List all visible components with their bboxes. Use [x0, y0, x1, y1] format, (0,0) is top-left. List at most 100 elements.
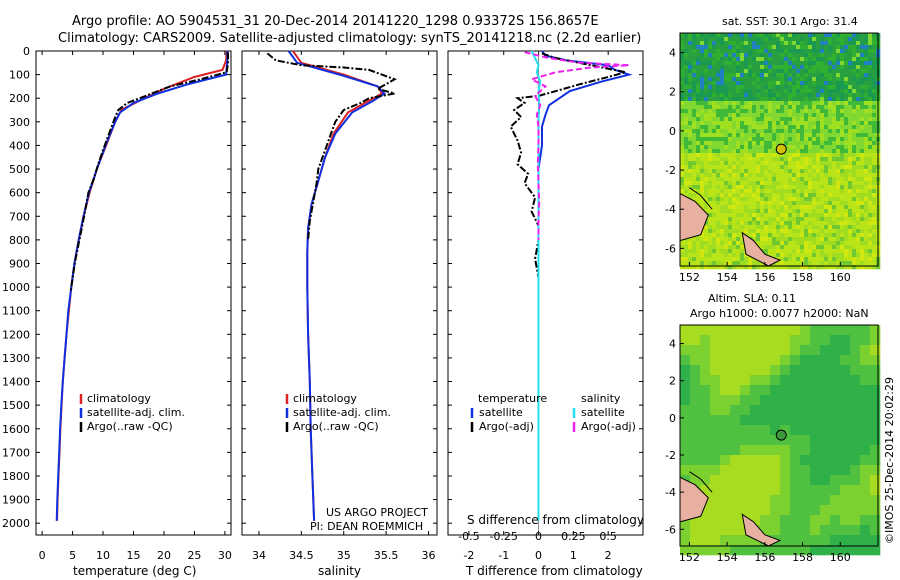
map-cell — [772, 121, 777, 126]
map-cell — [824, 45, 829, 50]
map-cell — [812, 117, 817, 122]
map-cell — [680, 53, 685, 58]
map-cell — [680, 445, 691, 456]
map-cell — [764, 101, 769, 106]
map-cell — [704, 129, 709, 134]
map-cell — [772, 129, 777, 134]
map-cell — [768, 193, 773, 198]
map-cell — [776, 189, 781, 194]
map-cell — [850, 445, 861, 456]
map-cell — [824, 141, 829, 146]
map-cell — [770, 485, 781, 496]
map-cell — [724, 101, 729, 106]
map-cell — [790, 375, 801, 386]
map-cell — [844, 185, 849, 190]
map-cell — [756, 81, 761, 86]
map-cell — [720, 41, 725, 46]
map-cell — [832, 105, 837, 110]
map-cell — [800, 205, 805, 210]
map-cell — [732, 81, 737, 86]
map-cell — [808, 209, 813, 214]
map-cell — [708, 201, 713, 206]
map-cell — [800, 415, 811, 426]
x-tick-label: -2 — [463, 549, 474, 562]
map-cell — [732, 245, 737, 250]
map-cell — [680, 101, 685, 106]
map-cell — [720, 395, 731, 406]
map-cell — [780, 345, 791, 356]
map-cell — [728, 101, 733, 106]
map-cell — [808, 73, 813, 78]
map-cell — [780, 241, 785, 246]
map-cell — [792, 157, 797, 162]
map-cell — [680, 405, 691, 416]
map-cell — [736, 221, 741, 226]
map-cell — [680, 97, 685, 102]
map-cell — [800, 189, 805, 194]
map-cell — [690, 375, 701, 386]
map-cell — [830, 345, 841, 356]
map-cell — [848, 245, 853, 250]
map-cell — [796, 225, 801, 230]
temperature-panel: 0100200300400500600700800900100011001200… — [2, 45, 232, 562]
legend-label: Argo(..raw -QC) — [87, 420, 173, 433]
map-cell — [784, 45, 789, 50]
map-cell — [720, 53, 725, 58]
map-cell — [708, 129, 713, 134]
map-cell — [730, 475, 741, 486]
map-cell — [704, 65, 709, 70]
map-cell — [708, 257, 713, 262]
map-cell — [840, 117, 845, 122]
map-cell — [780, 57, 785, 62]
map-cell — [820, 395, 831, 406]
map-cell — [816, 161, 821, 166]
map-cell — [712, 233, 717, 238]
map-cell — [696, 101, 701, 106]
map-cell — [860, 385, 871, 396]
map-cell — [790, 395, 801, 406]
map-cell — [752, 125, 757, 130]
map-cell — [744, 221, 749, 226]
map-cell — [760, 365, 771, 376]
map-cell — [680, 93, 685, 98]
map-cell — [708, 97, 713, 102]
map-cell — [872, 213, 877, 218]
map-cell — [736, 205, 741, 210]
map-cell — [824, 133, 829, 138]
map-cell — [800, 385, 811, 396]
map-cell — [864, 193, 869, 198]
map-cell — [740, 415, 751, 426]
map-cell — [840, 69, 845, 74]
map-cell — [820, 505, 831, 516]
map-cell — [748, 33, 753, 38]
map-cell — [776, 245, 781, 250]
map-cell — [800, 57, 805, 62]
map-cell — [684, 173, 689, 178]
map-cell — [732, 149, 737, 154]
map-cell — [708, 77, 713, 82]
map-cell — [804, 69, 809, 74]
map-cell — [744, 253, 749, 258]
map-cell — [844, 121, 849, 126]
map-cell — [692, 129, 697, 134]
map-cell — [696, 169, 701, 174]
map-cell — [820, 535, 831, 546]
map-cell — [792, 101, 797, 106]
map-cell — [680, 37, 685, 42]
depth-tick-label: 600 — [9, 187, 30, 200]
map-cell — [744, 197, 749, 202]
map-cell — [712, 89, 717, 94]
map-cell — [748, 229, 753, 234]
map-cell — [704, 149, 709, 154]
map-cell — [732, 77, 737, 82]
map-cell — [732, 173, 737, 178]
map-cell — [720, 515, 731, 526]
map-cell — [764, 133, 769, 138]
map-cell — [720, 121, 725, 126]
map-cell — [720, 125, 725, 130]
map-cell — [832, 225, 837, 230]
map-cell — [708, 93, 713, 98]
map-cell — [780, 33, 785, 38]
map-cell — [720, 69, 725, 74]
map-cell — [724, 261, 729, 266]
